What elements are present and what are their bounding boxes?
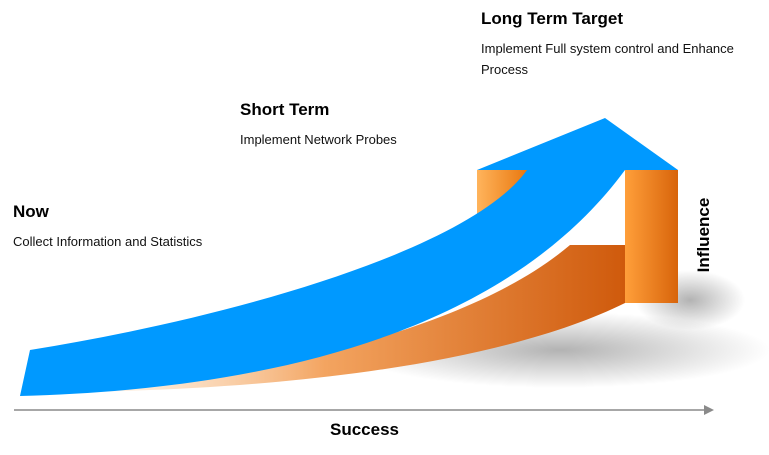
stage-short-term: Short Term Implement Network Probes [240, 100, 480, 151]
y-axis-label: Influence [694, 197, 713, 273]
stage-short-term-description: Implement Network Probes [240, 132, 397, 148]
x-axis-arrowhead [704, 405, 714, 415]
stage-now: Now Collect Information and Statistics [13, 202, 213, 253]
arrow-top-surface [20, 118, 678, 396]
stage-now-description: Collect Information and Statistics [13, 234, 203, 250]
stage-short-term-title: Short Term [240, 100, 330, 119]
stage-long-term-description: Implement Full system control and Enhanc… [481, 41, 734, 77]
x-axis-label: Success [330, 420, 399, 439]
arrow-side-wall [80, 245, 625, 392]
stage-long-term: Long Term Target Implement Full system c… [481, 9, 741, 80]
stage-now-title: Now [13, 202, 49, 221]
arrow-head-right-wall [625, 170, 678, 303]
stage-long-term-title: Long Term Target [481, 9, 623, 28]
